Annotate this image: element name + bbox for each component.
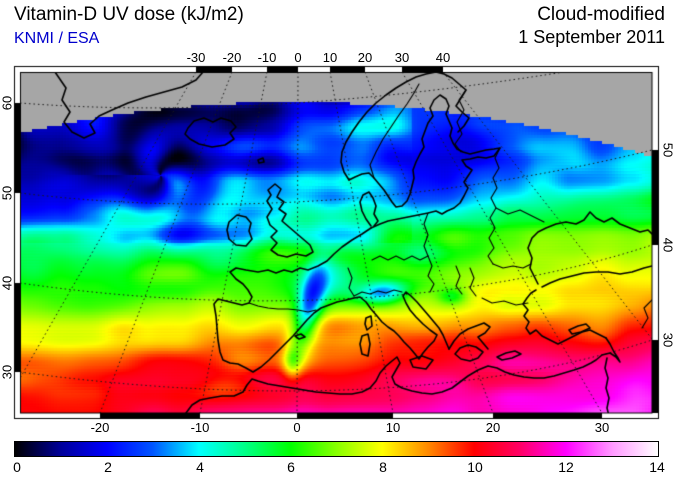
left-axis-label: 60 <box>0 95 15 111</box>
right-axis-label: 50 <box>660 142 676 158</box>
left-axis-label: 50 <box>0 185 15 201</box>
bottom-axis-label: 20 <box>485 420 501 435</box>
left-axis-label: 30 <box>0 364 15 380</box>
top-axis-label: 40 <box>435 50 451 65</box>
colorbar-tick-label: 14 <box>649 459 665 475</box>
top-axis-label: -30 <box>186 50 206 65</box>
date-label: 1 September 2011 <box>518 27 665 47</box>
colorbar <box>14 441 659 457</box>
credit-label: KNMI / ESA <box>14 30 100 47</box>
bottom-axis-label: -10 <box>190 420 210 435</box>
colorbar-tick-label: 8 <box>379 459 387 475</box>
top-axis-label: -20 <box>222 50 242 65</box>
bottom-axis-label: -20 <box>90 420 110 435</box>
top-axis-label: 30 <box>394 50 410 65</box>
page-title: Vitamin-D UV dose (kJ/m2) <box>14 4 244 25</box>
left-axis-label: 40 <box>0 275 15 291</box>
top-axis-label: -10 <box>257 50 277 65</box>
right-axis-label: 30 <box>660 332 676 348</box>
right-axis-label: 40 <box>660 237 676 253</box>
colorbar-tick-label: 4 <box>196 459 204 475</box>
top-axis-label: 20 <box>357 50 373 65</box>
bottom-axis-label: 10 <box>385 420 401 435</box>
mode-label: Cloud-modified <box>537 4 665 25</box>
colorbar-tick-label: 12 <box>558 459 574 475</box>
colorbar-tick-label: 10 <box>467 459 483 475</box>
colorbar-tick-label: 0 <box>13 459 21 475</box>
colorbar-tick-label: 6 <box>287 459 295 475</box>
bottom-axis-label: 30 <box>594 420 610 435</box>
top-axis-label: 10 <box>322 50 338 65</box>
colorbar-tick-label: 2 <box>104 459 112 475</box>
top-axis-label: 0 <box>294 50 302 65</box>
bottom-axis-label: 0 <box>293 420 301 435</box>
